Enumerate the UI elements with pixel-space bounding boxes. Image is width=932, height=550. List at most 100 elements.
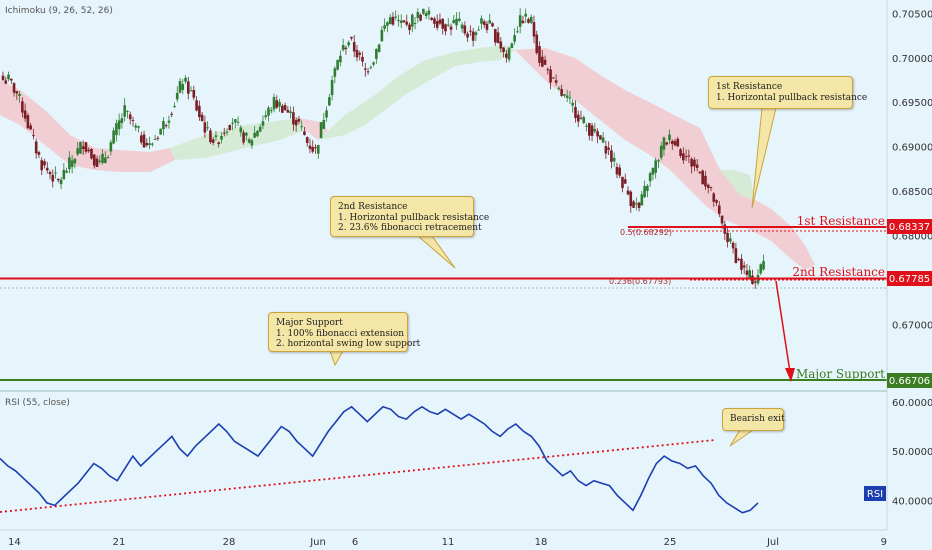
candle-body — [386, 22, 389, 26]
candle-body — [336, 59, 339, 70]
candle-body — [604, 146, 608, 154]
candle-body — [37, 152, 41, 155]
candle-body — [369, 67, 373, 69]
price-tags: 0.68337 0.67785 0.66706 — [887, 219, 932, 388]
candle-body — [104, 157, 107, 163]
candle-body — [32, 135, 35, 137]
candle-body — [308, 145, 312, 149]
candle-body — [413, 22, 417, 24]
candle-body — [43, 161, 46, 166]
candle-body — [355, 49, 359, 58]
candle-body — [593, 128, 597, 132]
candle-body — [358, 52, 362, 55]
candle-body — [521, 20, 525, 24]
candle-body — [469, 30, 472, 32]
candle-body — [712, 193, 716, 202]
candle-body — [607, 147, 610, 150]
candle-body — [513, 35, 516, 42]
candle-body — [745, 270, 749, 275]
candle-body — [289, 111, 292, 114]
candle-body — [388, 17, 392, 25]
candle-body — [419, 14, 422, 21]
candle-body — [54, 172, 57, 174]
ichimoku-cloud-bearish-right — [515, 48, 815, 270]
candle-body — [424, 13, 428, 17]
candle-body — [139, 135, 143, 143]
candle-body — [463, 25, 467, 34]
candle-body — [123, 105, 126, 117]
candle-body — [538, 46, 541, 63]
candle-body — [258, 126, 262, 132]
time-tick-label: 6 — [352, 537, 358, 548]
candle-body — [239, 127, 243, 133]
candle-body — [693, 159, 696, 167]
fib-level-0236: 0.236(0.67793) — [609, 277, 887, 286]
candle-body — [225, 131, 229, 133]
candle-body — [322, 120, 326, 129]
candle-body — [184, 77, 187, 82]
candle-body — [95, 158, 99, 167]
candle-body — [433, 18, 436, 24]
candle-body — [621, 176, 624, 189]
candle-body — [646, 185, 649, 191]
candle-body — [120, 118, 124, 123]
candle-body — [524, 13, 527, 17]
candle-body — [438, 19, 442, 24]
candle-body — [648, 173, 652, 182]
candle-body — [629, 191, 633, 207]
candle-body — [45, 167, 49, 171]
candle-body — [236, 121, 240, 123]
candle-body — [352, 42, 356, 52]
rsi-tick-label: 50.0000 — [892, 447, 932, 458]
candle-body — [151, 143, 154, 145]
candle-body — [339, 55, 342, 63]
candle-body — [81, 146, 85, 149]
candle-body — [402, 20, 406, 23]
candle-body — [101, 153, 104, 163]
candle-body — [549, 69, 552, 83]
callout-pointers — [329, 107, 777, 447]
candle-body — [546, 69, 550, 71]
rsi-axis: 60.0000 50.0000 40.0000 — [892, 398, 932, 508]
candle-body — [560, 89, 563, 96]
candle-body — [471, 31, 475, 41]
candle-body — [1, 75, 5, 81]
candle-body — [34, 141, 38, 154]
candle-body — [510, 43, 514, 49]
candle-body — [214, 135, 218, 137]
candle-body — [427, 10, 431, 15]
candle-body — [117, 120, 121, 130]
candle-body — [283, 105, 287, 111]
candle-body — [98, 160, 102, 162]
price-tick-label: 0.68500 — [892, 187, 932, 198]
major-support-label: Major Support — [796, 367, 885, 381]
candle-body — [162, 120, 165, 130]
candle-body — [435, 21, 439, 28]
candle-body — [175, 92, 179, 100]
major-support-tag — [887, 373, 932, 388]
candle-body — [159, 128, 162, 135]
ichimoku-cloud-bullish-right — [720, 170, 755, 200]
candle-body — [333, 68, 337, 77]
candle-body — [726, 232, 729, 243]
candle-body — [709, 186, 713, 188]
candle-body — [466, 33, 469, 38]
candle-body — [40, 160, 44, 171]
candle-body — [383, 25, 386, 29]
candle-body — [554, 80, 558, 83]
candle-body — [281, 105, 284, 113]
time-tick-label: 25 — [664, 537, 677, 548]
candle-body — [375, 49, 378, 59]
candle-body — [57, 178, 60, 181]
first-resistance-callout-line1: 1. Horizontal pullback resistance — [716, 92, 868, 103]
ichimoku-cloud-bullish-left — [170, 118, 305, 160]
candle-body — [596, 131, 599, 137]
candle-body — [272, 96, 276, 110]
candle-body — [79, 141, 82, 154]
candle-body — [126, 110, 129, 112]
candle-body — [242, 132, 245, 143]
candle-body — [496, 32, 500, 43]
candle-body — [654, 160, 657, 173]
candle-body — [579, 117, 583, 119]
price-tick-label: 0.68000 — [892, 232, 932, 243]
